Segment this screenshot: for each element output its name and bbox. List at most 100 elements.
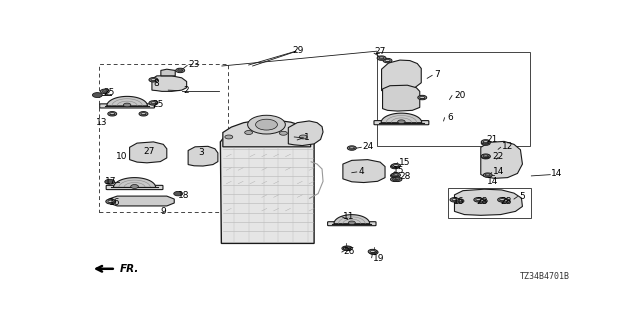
Circle shape (390, 173, 399, 178)
Circle shape (392, 165, 397, 168)
Text: 2: 2 (183, 86, 189, 95)
Polygon shape (109, 196, 174, 206)
Circle shape (390, 177, 399, 181)
Text: 28: 28 (399, 172, 410, 181)
Circle shape (390, 164, 399, 169)
Bar (376, 52, 531, 146)
Polygon shape (383, 85, 420, 111)
Text: 11: 11 (343, 212, 355, 221)
Circle shape (244, 131, 253, 134)
Circle shape (392, 173, 401, 177)
Circle shape (395, 178, 400, 180)
Text: 3: 3 (198, 148, 204, 157)
Text: 9: 9 (161, 207, 166, 216)
Text: 1: 1 (304, 133, 310, 142)
Circle shape (141, 113, 146, 115)
Circle shape (383, 58, 392, 63)
Text: 14: 14 (551, 169, 563, 179)
Circle shape (483, 142, 488, 144)
Text: 25: 25 (104, 88, 115, 97)
Text: 15: 15 (392, 166, 404, 175)
Circle shape (418, 95, 427, 100)
Circle shape (392, 174, 397, 177)
Circle shape (483, 141, 488, 143)
Circle shape (342, 246, 351, 251)
Circle shape (368, 249, 377, 254)
Circle shape (483, 155, 488, 157)
Circle shape (480, 200, 485, 202)
Circle shape (344, 247, 349, 250)
Text: 10: 10 (116, 152, 127, 161)
Circle shape (450, 197, 459, 202)
Text: 26: 26 (343, 247, 355, 256)
Circle shape (139, 112, 148, 116)
Polygon shape (223, 120, 310, 147)
Text: 21: 21 (486, 135, 498, 144)
Polygon shape (129, 142, 167, 163)
Polygon shape (334, 215, 370, 224)
Circle shape (485, 174, 490, 176)
Text: 25: 25 (152, 100, 163, 109)
Circle shape (348, 146, 356, 150)
Circle shape (346, 247, 350, 250)
Circle shape (92, 92, 102, 98)
Circle shape (105, 179, 115, 184)
FancyBboxPatch shape (374, 121, 429, 125)
Text: 13: 13 (96, 118, 108, 127)
Polygon shape (113, 178, 156, 188)
Text: 4: 4 (359, 167, 364, 176)
Text: 16: 16 (109, 198, 120, 207)
Circle shape (225, 135, 233, 139)
Circle shape (108, 112, 116, 116)
Circle shape (348, 221, 355, 225)
Polygon shape (288, 121, 323, 146)
Circle shape (149, 101, 158, 105)
Circle shape (503, 200, 508, 202)
Text: 12: 12 (502, 142, 513, 151)
Circle shape (392, 178, 397, 180)
Text: 19: 19 (372, 254, 384, 263)
Circle shape (500, 199, 504, 201)
Polygon shape (152, 76, 187, 92)
Polygon shape (454, 189, 522, 215)
Circle shape (370, 250, 375, 253)
Text: 24: 24 (363, 142, 374, 151)
Text: 23: 23 (188, 60, 200, 69)
Text: 14: 14 (486, 177, 498, 186)
Circle shape (131, 185, 138, 188)
Circle shape (349, 147, 355, 149)
Circle shape (483, 156, 488, 158)
Text: 7: 7 (435, 70, 440, 79)
Text: 28: 28 (500, 197, 512, 206)
Circle shape (371, 251, 376, 253)
Polygon shape (161, 69, 175, 76)
Text: 27: 27 (374, 47, 385, 56)
Circle shape (394, 164, 399, 167)
Polygon shape (343, 160, 385, 182)
Circle shape (501, 199, 510, 203)
Circle shape (106, 199, 116, 204)
Polygon shape (381, 113, 422, 123)
Circle shape (176, 68, 185, 73)
Polygon shape (107, 96, 147, 106)
Circle shape (280, 131, 287, 135)
Circle shape (344, 246, 352, 251)
Circle shape (455, 199, 464, 203)
Circle shape (397, 120, 405, 124)
Circle shape (248, 115, 285, 134)
Text: 27: 27 (143, 147, 155, 156)
Circle shape (394, 174, 399, 176)
Circle shape (151, 102, 156, 104)
Circle shape (392, 164, 401, 168)
Circle shape (483, 173, 492, 177)
Text: 5: 5 (519, 192, 525, 201)
Text: 28: 28 (477, 197, 488, 206)
Circle shape (498, 197, 507, 202)
Polygon shape (188, 146, 218, 166)
Text: 16: 16 (453, 197, 465, 206)
FancyBboxPatch shape (328, 222, 376, 226)
Circle shape (478, 199, 487, 203)
Text: FR.: FR. (120, 264, 139, 274)
Circle shape (110, 113, 115, 115)
Circle shape (108, 200, 113, 203)
